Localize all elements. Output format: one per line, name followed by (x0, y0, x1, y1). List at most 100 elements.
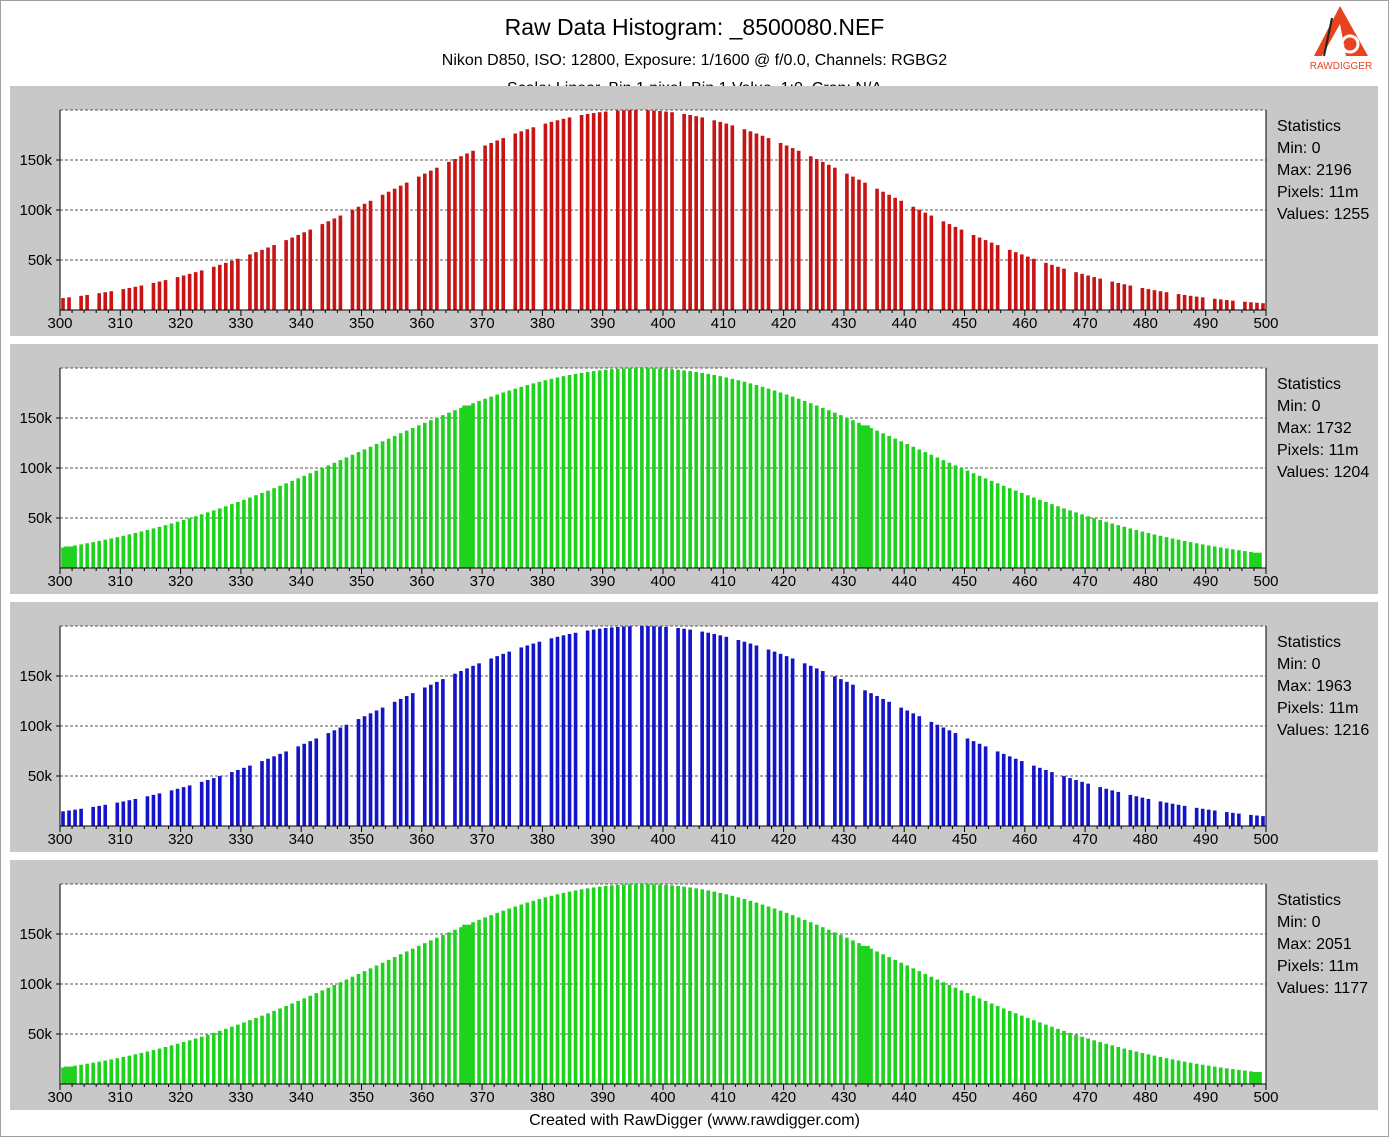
histogram-bar (1164, 537, 1169, 568)
histogram-bar (742, 899, 747, 1084)
histogram-bar (736, 897, 741, 1084)
histogram-bar (404, 430, 409, 568)
histogram-bar (929, 721, 934, 826)
histogram-bar (971, 741, 976, 826)
histogram-bar (254, 1017, 258, 1084)
histogram-bar (79, 1064, 83, 1084)
x-tick-label: 460 (1012, 1089, 1037, 1106)
histogram-bar (1243, 551, 1247, 568)
x-tick-label: 490 (1193, 1089, 1218, 1106)
histogram-bar (332, 985, 337, 1084)
histogram-bar (1176, 539, 1181, 568)
histogram-bar (766, 138, 771, 310)
histogram-bar (742, 381, 747, 568)
histogram-bar (597, 628, 602, 826)
histogram-bar (121, 289, 126, 310)
histogram-bar (1182, 540, 1187, 568)
histogram-bar (489, 658, 493, 826)
histogram-bar (1206, 545, 1211, 568)
histogram-bar (911, 206, 916, 310)
histogram-bar (603, 111, 608, 310)
histogram-bar (1068, 1032, 1072, 1084)
histogram-bar (1224, 300, 1229, 310)
histogram-bar (995, 483, 1000, 568)
histogram-bar (1110, 281, 1115, 310)
x-tick-label: 340 (289, 831, 314, 848)
histogram-bar (447, 161, 451, 310)
histogram-bar (615, 368, 620, 568)
histogram-bar (73, 545, 77, 568)
histogram-bar (1158, 291, 1163, 310)
histogram-bar (628, 884, 632, 1084)
histogram-bar (296, 478, 300, 568)
histogram-bar (670, 112, 674, 310)
histogram-bar (1224, 1068, 1229, 1084)
histogram-bar (784, 912, 789, 1084)
histogram-bar (398, 698, 403, 826)
histogram-bar (953, 987, 958, 1084)
histogram-bar (344, 979, 349, 1084)
histogram-bar (676, 369, 680, 568)
histogram-bar (628, 110, 632, 310)
histogram-bar (1056, 266, 1060, 310)
histogram-bar (230, 504, 234, 568)
histogram-bar (802, 663, 807, 826)
histogram-bar (1098, 1042, 1102, 1084)
histogram-bar (652, 884, 656, 1084)
histogram-bar (652, 110, 656, 310)
histogram-bar (573, 890, 578, 1084)
histogram-bar (634, 368, 638, 568)
histogram-bar (64, 546, 74, 568)
histogram-bar (362, 203, 367, 310)
histogram-bar (423, 687, 427, 826)
histogram-bar (1146, 798, 1151, 826)
histogram-bar (730, 895, 735, 1084)
x-tick-label: 340 (289, 1089, 314, 1106)
histogram-bar (646, 626, 650, 826)
histogram-bar (899, 441, 903, 568)
histogram-bar (501, 653, 506, 826)
histogram-bar (971, 473, 976, 568)
histogram-bar (374, 443, 379, 568)
histogram-bar (1038, 499, 1042, 568)
histogram-bar (1224, 812, 1229, 826)
histogram-bar (459, 671, 463, 826)
histogram-bar (290, 237, 294, 310)
histogram-bar (175, 1043, 180, 1084)
histogram-bar (1007, 488, 1012, 568)
histogram-bar (1019, 492, 1024, 568)
histogram-bar (423, 173, 427, 310)
x-tick-label: 340 (289, 573, 314, 590)
histogram-bar (79, 544, 83, 568)
histogram-bar (199, 270, 204, 310)
histogram-bar (1104, 521, 1109, 568)
histogram-bar (857, 179, 861, 310)
histogram-bar (839, 679, 843, 826)
histogram-bar (410, 693, 415, 826)
histogram-bar (410, 948, 415, 1084)
histogram-bar (181, 519, 186, 568)
histogram-bar (356, 452, 361, 568)
histogram-bar (278, 485, 282, 568)
histogram-bar (187, 785, 192, 826)
histogram-bar (380, 962, 385, 1084)
histogram-bar (567, 374, 572, 568)
histogram-bar (917, 971, 922, 1084)
histogram-bar (187, 1040, 192, 1084)
histogram-bar (766, 906, 771, 1084)
histogram-bar (103, 804, 108, 826)
histogram-bar (181, 787, 186, 826)
histogram-panel-g2: 50k 100k 150k 300 310 320 330 340 350 360 370 380 39… (10, 860, 1378, 1110)
histogram-bar (302, 475, 307, 568)
histogram-bar (1252, 1072, 1262, 1084)
histogram-bar (905, 443, 910, 568)
x-tick-label: 440 (892, 831, 917, 848)
histogram-bar (700, 117, 705, 310)
histogram-bar (1080, 273, 1084, 310)
histogram-bar (236, 1024, 240, 1084)
histogram-bar (374, 965, 379, 1084)
histogram-bar (827, 410, 831, 568)
histogram-bar (1050, 504, 1054, 568)
histogram-bar (893, 959, 897, 1084)
histogram-bar (1007, 249, 1012, 310)
